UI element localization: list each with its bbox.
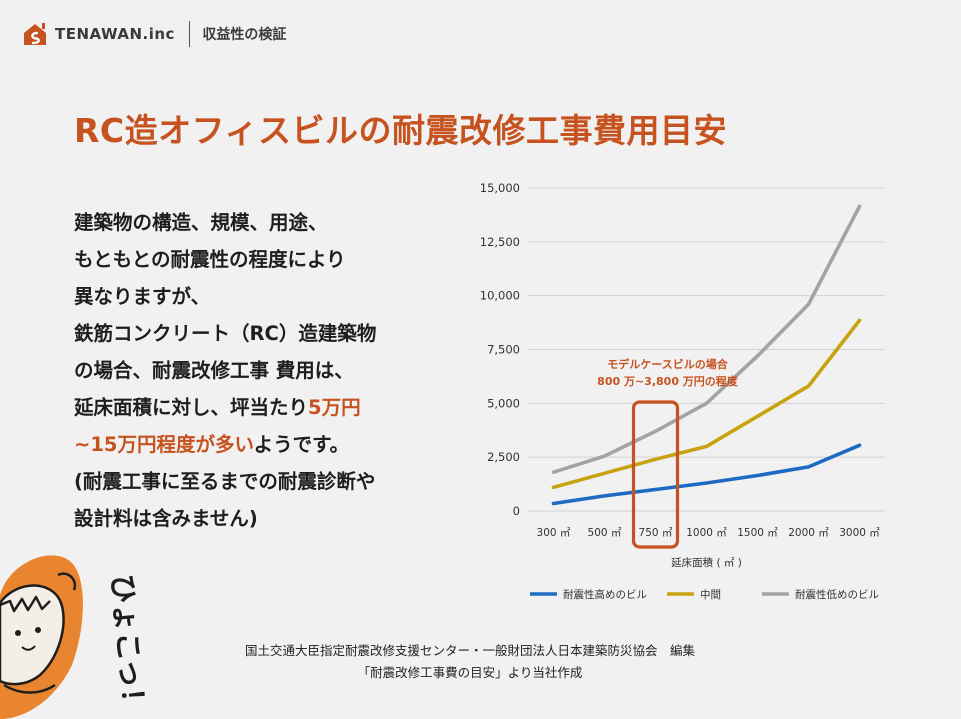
source-line: 「耐震改修工事費の目安」より当社作成 [357, 665, 583, 680]
source-note: 国土交通大臣指定耐震改修支援センター・一般財団法人日本建築防災協会 編集 「耐震… [160, 640, 780, 684]
x-tick-label: 2000 ㎡ [788, 527, 829, 539]
body-line: の場合、耐震改修工事 費用は、 [74, 359, 354, 382]
y-tick-label: 12,500 [480, 235, 520, 249]
body-line: 建築物の構造、規模、用途、 [74, 211, 328, 234]
body-line: (耐震工事に至るまでの耐震診断や [74, 470, 376, 493]
x-tick-label: 500 ㎡ [588, 527, 622, 539]
x-axis-label: 延床面積 ( ㎡ ) [671, 556, 742, 569]
highlight-cost: ~15万円程度が多い [74, 433, 254, 456]
body-text-segment: 延床面積に対し、坪当たり [74, 396, 309, 419]
page-title: RC造オフィスビルの耐震改修工事費用目安 [74, 111, 727, 150]
x-tick-label: 300 ㎡ [537, 527, 571, 539]
series-line-1 [551, 318, 862, 490]
y-tick-label: 7,500 [487, 343, 520, 357]
series-line-2 [551, 204, 862, 475]
x-tick-label: 1000 ㎡ [686, 527, 727, 539]
highlight-box [631, 400, 680, 549]
body-line: 延床面積に対し、坪当たり5万円 [74, 389, 474, 426]
mascot-exclaim: ひょこっ！ [105, 573, 151, 718]
section-label: 収益性の検証 [202, 27, 287, 43]
body-line: 鉄筋コンクリート（RC）造建築物 [74, 322, 377, 345]
y-tick-label: 10,000 [480, 289, 520, 303]
mascot-character-icon: ひょこっ！ [0, 555, 151, 719]
x-tick-label: 3000 ㎡ [839, 527, 880, 539]
series-line-0 [551, 443, 862, 506]
house-logo-icon [24, 23, 46, 45]
cost-line-chart: 0 2,500 5,000 7,500 10,000 12,500 15,000 300 ㎡ 5… [480, 181, 885, 601]
mascot-body [0, 555, 83, 719]
y-tick-label: 5,000 [487, 396, 520, 410]
body-line: ~15万円程度が多いようです。 [74, 426, 474, 463]
y-tick-label: 0 [513, 504, 520, 518]
body-line: もともとの耐震性の程度により [74, 248, 346, 271]
body-text-segment: ようです。 [253, 433, 350, 456]
highlight-cost: 5万円 [308, 396, 361, 419]
company-name: TENAWAN.inc [55, 25, 175, 43]
legend-label: 耐震性低めのビル [795, 588, 879, 601]
x-tick-label: 1500 ㎡ [737, 527, 778, 539]
header-divider [188, 21, 191, 47]
body-line: 異なりますが、 [74, 285, 211, 308]
legend-label: 中間 [700, 588, 721, 601]
body-text: 建築物の構造、規模、用途、 もともとの耐震性の程度により 異なりますが、 鉄筋コ… [74, 204, 474, 537]
body-line: 設計料は含みません) [74, 507, 258, 530]
legend-label: 耐震性高めのビル [563, 588, 647, 601]
annotation-label: モデルケースビルの場合 [607, 357, 728, 371]
header: TENAWAN.inc 収益性の検証 [22, 18, 286, 50]
y-tick-label: 2,500 [487, 450, 520, 464]
y-tick-label: 15,000 [480, 181, 520, 195]
x-tick-label: 750 ㎡ [639, 527, 673, 539]
annotation-label: 800 万~3,800 万円の程度 [597, 374, 739, 388]
source-line: 国土交通大臣指定耐震改修支援センター・一般財団法人日本建築防災協会 編集 [244, 643, 695, 658]
